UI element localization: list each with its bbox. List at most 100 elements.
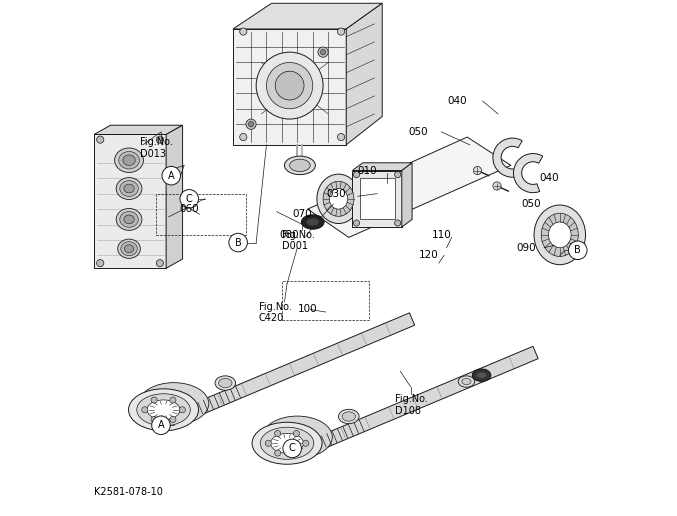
Ellipse shape	[323, 181, 354, 216]
Circle shape	[337, 134, 345, 141]
Polygon shape	[307, 137, 511, 237]
Polygon shape	[353, 170, 401, 227]
Text: 080: 080	[280, 230, 299, 240]
Ellipse shape	[338, 409, 359, 424]
Ellipse shape	[290, 159, 310, 171]
Circle shape	[97, 136, 104, 143]
Circle shape	[162, 166, 181, 185]
Polygon shape	[233, 29, 346, 145]
Text: 070: 070	[292, 209, 312, 219]
Ellipse shape	[118, 152, 139, 169]
Ellipse shape	[124, 184, 134, 193]
Ellipse shape	[137, 394, 190, 426]
Ellipse shape	[329, 188, 348, 209]
Ellipse shape	[147, 400, 180, 420]
Circle shape	[179, 407, 185, 413]
Circle shape	[240, 28, 247, 35]
Text: 100: 100	[298, 304, 318, 314]
Circle shape	[265, 440, 271, 446]
Text: 010: 010	[357, 166, 376, 175]
Ellipse shape	[260, 427, 314, 459]
Ellipse shape	[120, 181, 138, 197]
Ellipse shape	[473, 369, 491, 381]
Text: 030: 030	[326, 189, 346, 199]
Circle shape	[320, 50, 326, 55]
Polygon shape	[353, 163, 412, 170]
Polygon shape	[233, 3, 383, 29]
Circle shape	[170, 397, 176, 403]
Text: 120: 120	[418, 250, 439, 261]
Text: 050: 050	[408, 127, 428, 137]
Circle shape	[293, 430, 299, 437]
Ellipse shape	[116, 178, 142, 200]
Text: C: C	[289, 443, 296, 454]
Ellipse shape	[129, 389, 198, 431]
Ellipse shape	[306, 218, 320, 226]
Circle shape	[473, 166, 481, 174]
Circle shape	[275, 430, 281, 437]
Polygon shape	[94, 135, 166, 268]
Ellipse shape	[548, 222, 571, 248]
Circle shape	[395, 171, 401, 178]
Ellipse shape	[534, 205, 586, 265]
Circle shape	[180, 189, 198, 208]
Circle shape	[293, 450, 299, 456]
Circle shape	[569, 241, 587, 260]
Text: 040: 040	[447, 96, 466, 106]
Text: C: C	[186, 194, 193, 204]
Ellipse shape	[541, 213, 578, 256]
Ellipse shape	[118, 239, 140, 259]
Wedge shape	[513, 154, 543, 192]
Ellipse shape	[301, 215, 324, 229]
Circle shape	[318, 47, 328, 57]
Circle shape	[353, 171, 359, 178]
Ellipse shape	[139, 383, 209, 425]
Ellipse shape	[116, 208, 142, 230]
Text: 060: 060	[179, 204, 199, 214]
Ellipse shape	[123, 155, 135, 166]
Circle shape	[170, 416, 176, 423]
Ellipse shape	[121, 241, 137, 256]
Circle shape	[493, 182, 501, 190]
Circle shape	[303, 440, 309, 446]
Ellipse shape	[458, 376, 475, 387]
Ellipse shape	[317, 174, 360, 223]
Text: Fig.No.
C420: Fig.No. C420	[259, 302, 292, 324]
Polygon shape	[401, 163, 412, 227]
Circle shape	[152, 416, 170, 434]
Polygon shape	[252, 437, 332, 443]
Text: K2581-078-10: K2581-078-10	[94, 487, 163, 497]
Circle shape	[246, 119, 256, 130]
Circle shape	[156, 260, 164, 267]
Ellipse shape	[342, 412, 355, 421]
Polygon shape	[346, 3, 383, 145]
Text: 050: 050	[522, 199, 542, 209]
Text: A: A	[168, 171, 175, 181]
Ellipse shape	[284, 156, 315, 174]
Circle shape	[156, 136, 164, 143]
Ellipse shape	[114, 148, 144, 172]
Polygon shape	[194, 313, 415, 416]
Circle shape	[151, 416, 157, 423]
Circle shape	[151, 397, 157, 403]
Text: 090: 090	[517, 243, 536, 253]
Ellipse shape	[263, 416, 332, 458]
Circle shape	[240, 134, 247, 141]
Ellipse shape	[256, 52, 323, 119]
Text: 110: 110	[431, 230, 452, 240]
Circle shape	[229, 233, 247, 252]
Circle shape	[141, 407, 148, 413]
Ellipse shape	[462, 378, 471, 384]
Wedge shape	[493, 138, 522, 177]
Ellipse shape	[267, 62, 313, 109]
Text: Fig.No.
D108: Fig.No. D108	[395, 394, 428, 416]
Polygon shape	[94, 125, 183, 135]
Polygon shape	[317, 346, 538, 449]
Ellipse shape	[477, 372, 487, 378]
Ellipse shape	[120, 212, 138, 227]
Circle shape	[248, 122, 254, 127]
Text: B: B	[235, 237, 242, 248]
Circle shape	[283, 439, 301, 458]
Circle shape	[97, 260, 104, 267]
Text: 040: 040	[540, 173, 559, 183]
